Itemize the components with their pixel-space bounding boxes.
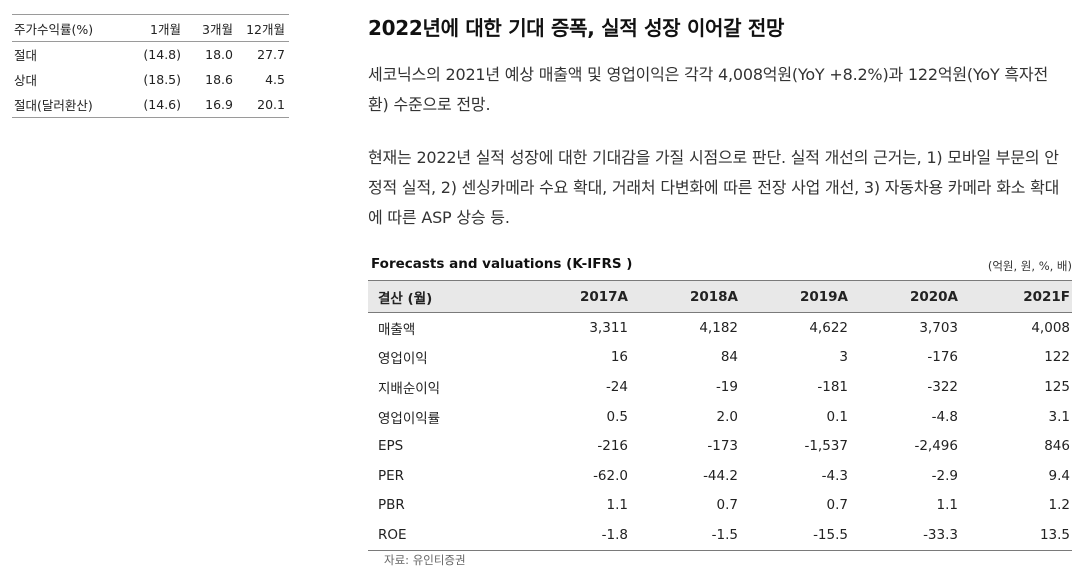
table-cell: 3,703: [919, 319, 958, 336]
row-label: 영업이익률: [378, 410, 441, 427]
row-label: 절대: [14, 48, 38, 63]
header-cell: 2021F: [1023, 288, 1070, 305]
table-cell: -173: [707, 438, 738, 455]
table-row: EPS -216 -173 -1,537 -2,496 846: [368, 431, 1072, 461]
paragraph-outlook: 현재는 2022년 실적 성장에 대한 기대감을 가질 시점으로 판단. 실적 …: [368, 148, 1060, 227]
table-row: 절대(달러환산) (14.6) 16.9 20.1: [12, 92, 289, 117]
table-cell: 1.1: [606, 497, 628, 514]
table-row: PBR 1.1 0.7 0.7 1.1 1.2: [368, 491, 1072, 521]
table-cell: 1.2: [1048, 497, 1070, 514]
table-cell: -322: [927, 378, 958, 395]
forecast-table-unit: (억원, 원, %, 배): [987, 259, 1072, 273]
row-label: 상대: [14, 73, 38, 88]
table-cell: 0.5: [606, 408, 628, 425]
table-cell: 4,182: [699, 319, 738, 336]
table-cell: 3,311: [589, 319, 628, 336]
table-cell: -33.3: [923, 526, 958, 543]
table-row: 지배순이익 -24 -19 -181 -322 125: [368, 372, 1072, 402]
header-cell: 결산 (월): [378, 290, 433, 307]
table-cell: 3.1: [1048, 408, 1070, 425]
header-cell: 2020A: [909, 288, 958, 305]
table-cell: 9.4: [1048, 467, 1070, 484]
table-cell: -176: [927, 349, 958, 366]
stock-return-header: 주가수익률(%) 1개월 3개월 12개월: [12, 15, 289, 42]
header-3m: 3개월: [202, 21, 233, 37]
header-cell: 2018A: [689, 288, 738, 305]
row-label: 매출액: [378, 321, 416, 338]
table-cell: -181: [817, 378, 848, 395]
table-cell: -216: [597, 438, 628, 455]
cell-3m: 16.9: [205, 97, 233, 112]
row-label: PER: [378, 467, 405, 484]
table-row: ROE -1.8 -1.5 -15.5 -33.3 13.5: [368, 520, 1072, 550]
table-cell: 0.7: [826, 497, 848, 514]
paragraph-forecast: 세코닉스의 2021년 예상 매출액 및 영업이익은 각각 4,008억원(Yo…: [368, 65, 1048, 114]
table-row: 절대 (14.8) 18.0 27.7: [12, 42, 289, 67]
cell-3m: 18.6: [205, 72, 233, 87]
cell-1m: (14.6): [143, 97, 181, 112]
table-cell: 1.1: [936, 497, 958, 514]
row-label: 지배순이익: [378, 380, 441, 397]
table-row: 영업이익 16 84 3 -176 122: [368, 343, 1072, 373]
header-12m: 12개월: [246, 21, 285, 37]
table-cell: 0.1: [826, 408, 848, 425]
table-cell: -2,496: [914, 438, 958, 455]
forecast-header-row: 결산 (월) 2017A 2018A 2019A 2020A 2021F: [368, 280, 1072, 313]
table-row: 상대 (18.5) 18.6 4.5: [12, 67, 289, 92]
header-1m: 1개월: [150, 21, 181, 37]
table-cell: -2.9: [931, 467, 958, 484]
row-label: 절대(달러환산): [14, 98, 93, 113]
row-label: PBR: [378, 497, 405, 514]
table-cell: -1,537: [804, 438, 848, 455]
header-label: 주가수익률(%): [14, 21, 94, 37]
table-cell: 125: [1044, 378, 1070, 395]
cell-3m: 18.0: [205, 47, 233, 62]
table-cell: 122: [1044, 349, 1070, 366]
row-label: ROE: [378, 526, 407, 543]
table-cell: -15.5: [813, 526, 848, 543]
section-title: 2022년에 대한 기대 증폭, 실적 성장 이어갈 전망: [368, 16, 785, 40]
table-cell: -62.0: [593, 467, 628, 484]
header-cell: 2019A: [799, 288, 848, 305]
table-cell: -1.5: [711, 526, 738, 543]
row-label: 영업이익: [378, 351, 428, 368]
table-cell: -1.8: [601, 526, 628, 543]
table-cell: 846: [1044, 438, 1070, 455]
table-row: 매출액 3,311 4,182 4,622 3,703 4,008: [368, 313, 1072, 343]
table-cell: -4.3: [821, 467, 848, 484]
table-cell: 0.7: [716, 497, 738, 514]
table-cell: -24: [605, 378, 628, 395]
cell-12m: 27.7: [257, 47, 285, 62]
table-cell: 3: [839, 349, 848, 366]
cell-1m: (14.8): [143, 47, 181, 62]
row-label: EPS: [378, 438, 404, 455]
table-row: PER -62.0 -44.2 -4.3 -2.9 9.4: [368, 461, 1072, 491]
stock-return-table: 주가수익률(%) 1개월 3개월 12개월 절대 (14.8) 18.0 27.…: [12, 14, 289, 118]
forecast-table: 결산 (월) 2017A 2018A 2019A 2020A 2021F 매출액…: [368, 280, 1072, 551]
table-cell: 84: [720, 349, 738, 366]
cell-1m: (18.5): [143, 72, 181, 87]
table-row: 영업이익률 0.5 2.0 0.1 -4.8 3.1: [368, 402, 1072, 432]
table-cell: -4.8: [931, 408, 958, 425]
cell-12m: 4.5: [265, 72, 285, 87]
table-cell: 2.0: [716, 408, 738, 425]
cell-12m: 20.1: [257, 97, 285, 112]
source-note: 자료: 유인티증권: [384, 553, 466, 567]
forecast-table-title: Forecasts and valuations (K-IFRS ): [371, 256, 633, 272]
header-cell: 2017A: [579, 288, 628, 305]
table-cell: -44.2: [703, 467, 738, 484]
table-cell: 13.5: [1039, 526, 1070, 543]
table-cell: 4,008: [1031, 319, 1070, 336]
table-cell: 16: [610, 349, 628, 366]
table-cell: 4,622: [809, 319, 848, 336]
table-cell: -19: [715, 378, 738, 395]
